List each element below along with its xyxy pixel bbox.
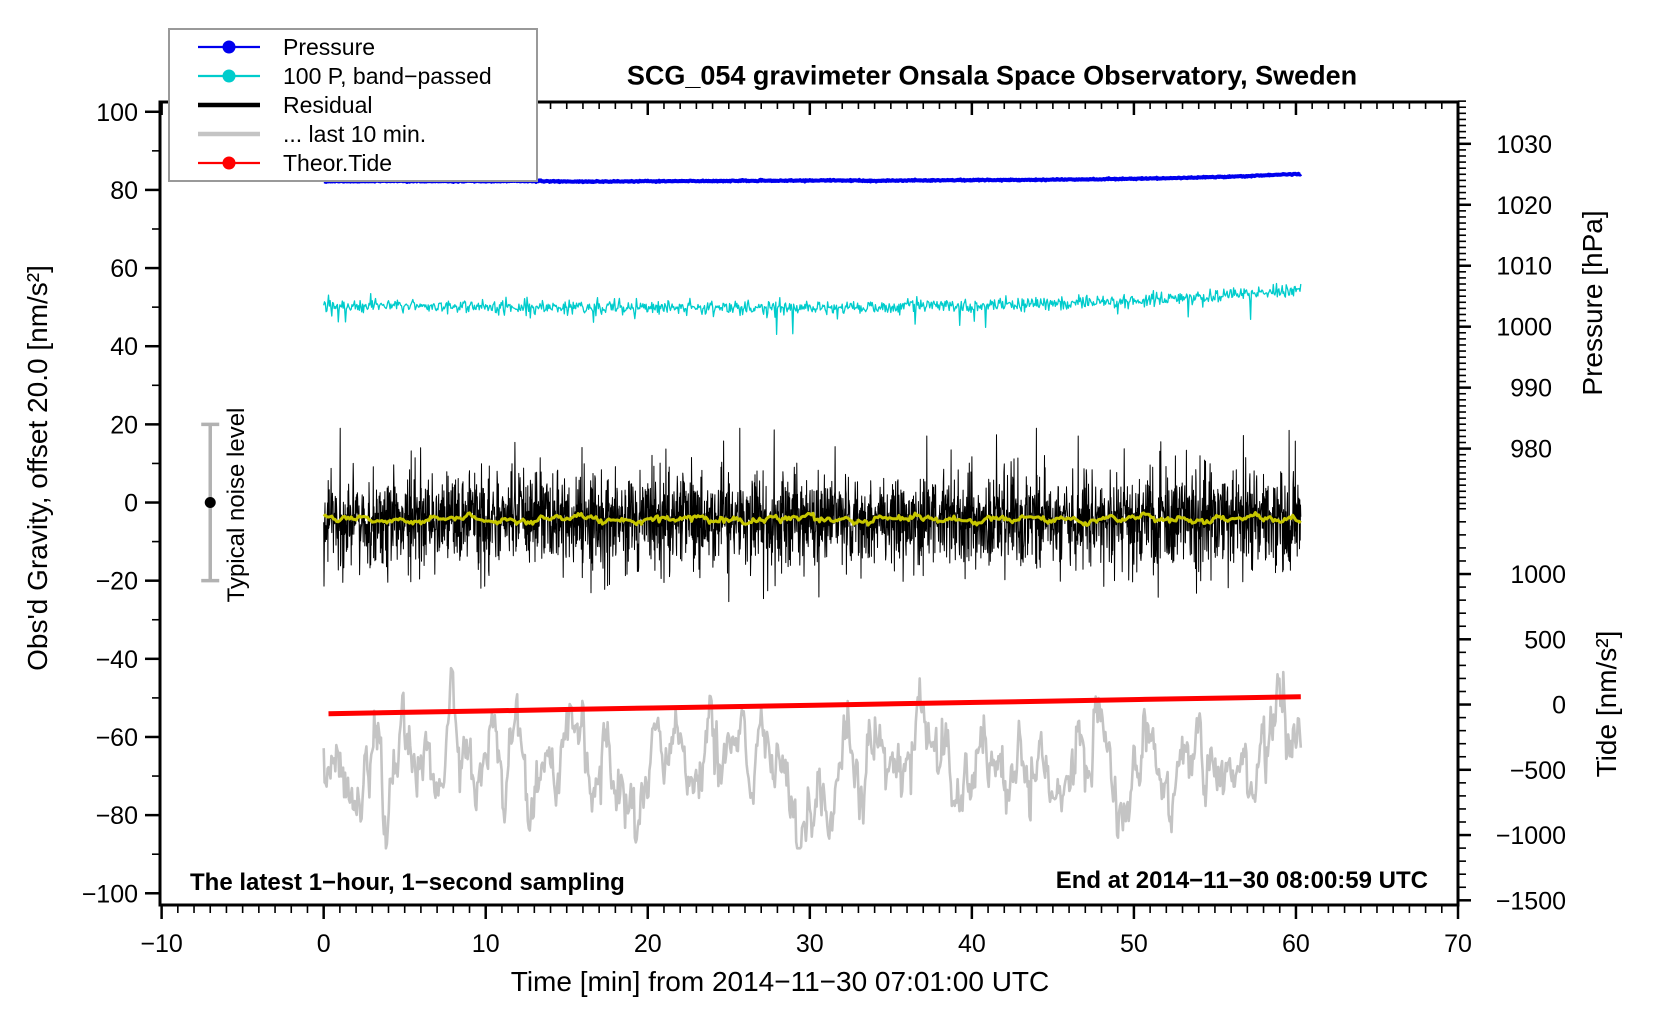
legend-sample — [198, 69, 260, 83]
sampling-note: The latest 1−hour, 1−second sampling — [190, 869, 625, 896]
tick-label: 60 — [1282, 930, 1310, 958]
legend-sample — [198, 156, 260, 170]
end-time-note: End at 2014−11−30 08:00:59 UTC — [1055, 867, 1428, 894]
tick-label: −1500 — [1496, 887, 1566, 915]
tick-label: 1000 — [1510, 561, 1566, 589]
legend-entry-label: 100 P, band−passed — [283, 62, 492, 89]
legend-box: Pressure 100 P, band−passed Residual... la… — [168, 28, 538, 182]
tick-label: 0 — [317, 930, 331, 958]
tick-label: −40 — [96, 646, 138, 674]
tick-label: −80 — [96, 802, 138, 830]
legend-sample-dot — [222, 40, 236, 54]
legend-entry: 100 P, band−passed — [170, 62, 536, 91]
legend-entry-label: Residual — [283, 91, 373, 118]
tick-label: 0 — [124, 490, 138, 518]
tick-label: 20 — [634, 930, 662, 958]
axis-tick-labels: −10 0 10 20 30 40 50 60 70100806040200−20−40−60−… — [82, 99, 1566, 958]
tick-label: 60 — [110, 255, 138, 283]
chart-title: SCG_054 gravimeter Onsala Space Observat… — [626, 60, 1358, 91]
tick-label: 40 — [958, 930, 986, 958]
legend-entry-label: Pressure — [283, 33, 376, 60]
tick-label: 980 — [1510, 436, 1552, 464]
series-bandpassed — [323, 282, 1302, 335]
legend-entry: Residual — [170, 91, 536, 120]
pressure-axis-label: Pressure [hPa] — [1577, 210, 1608, 396]
tick-label: 500 — [1524, 626, 1566, 654]
legend-sample-dot — [222, 69, 236, 83]
series-last10 — [322, 666, 1303, 850]
tick-label: −500 — [1510, 757, 1566, 785]
tick-label: −1000 — [1496, 822, 1566, 850]
gravity-axis-label: Obs'd Gravity, offset 20.0 [nm/s²] — [22, 265, 53, 671]
legend-sample — [198, 102, 260, 108]
series-residual_smoothed — [322, 511, 1302, 527]
tick-label: 1030 — [1496, 131, 1552, 159]
tick-label: −20 — [96, 568, 138, 596]
tick-label: 1000 — [1496, 314, 1552, 342]
tick-label: 1020 — [1496, 192, 1552, 220]
tick-label: 50 — [1120, 930, 1148, 958]
legend-entry: ... last 10 min. — [170, 120, 536, 149]
tick-label: 990 — [1510, 375, 1552, 403]
data-series — [322, 171, 1303, 850]
legend-entry: Pressure — [170, 33, 536, 62]
noise-bar-dot — [204, 497, 216, 509]
tick-label: −10 — [140, 930, 182, 958]
tick-label: 0 — [1552, 692, 1566, 720]
tick-label: 30 — [796, 930, 824, 958]
legend-sample-dot — [222, 156, 236, 170]
legend-entry-label: ... last 10 min. — [283, 120, 427, 147]
legend-entry-label: Theor.Tide — [283, 149, 393, 176]
series-tide — [328, 694, 1301, 717]
tick-label: 100 — [96, 99, 138, 127]
tick-label: 40 — [110, 333, 138, 361]
legend-sample — [198, 131, 260, 137]
x-axis-label: Time [min] from 2014−11−30 07:01:00 UTC — [510, 966, 1050, 997]
tide-axis-label: Tide [nm/s²] — [1591, 630, 1622, 778]
noise-bar-label: Typical noise level — [223, 407, 250, 603]
tick-label: −60 — [96, 724, 138, 752]
tick-label: 20 — [110, 411, 138, 439]
noise-errorbar — [201, 422, 220, 583]
legend-entry: Theor.Tide — [170, 149, 536, 178]
legend-sample — [198, 40, 260, 54]
tick-label: 10 — [472, 930, 500, 958]
tick-label: 80 — [110, 177, 138, 205]
tick-label: 1010 — [1496, 253, 1552, 281]
tick-label: −100 — [82, 880, 138, 908]
tick-label: 70 — [1444, 930, 1472, 958]
